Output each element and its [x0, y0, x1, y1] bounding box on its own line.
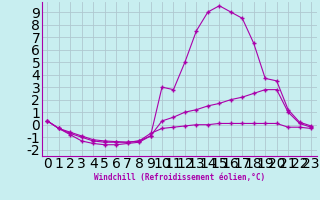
X-axis label: Windchill (Refroidissement éolien,°C): Windchill (Refroidissement éolien,°C): [94, 173, 265, 182]
